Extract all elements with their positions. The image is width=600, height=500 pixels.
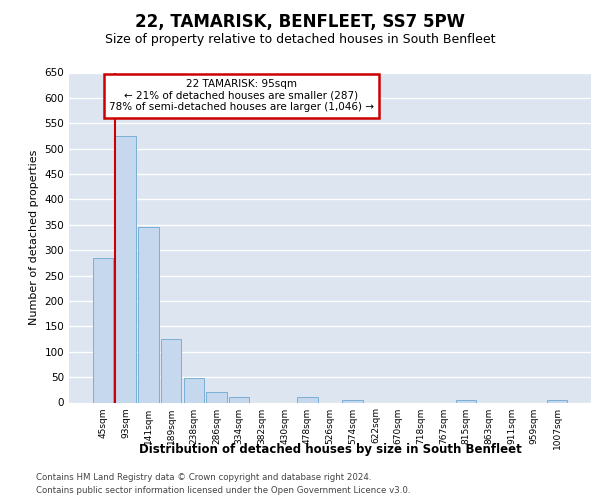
Text: Size of property relative to detached houses in South Benfleet: Size of property relative to detached ho…	[105, 32, 495, 46]
Bar	[343, 400, 363, 402]
Text: Contains public sector information licensed under the Open Government Licence v3: Contains public sector information licen…	[36, 486, 410, 495]
Bar	[115, 136, 136, 402]
Bar	[297, 398, 317, 402]
Bar	[184, 378, 204, 402]
Bar	[161, 339, 181, 402]
Bar	[138, 228, 158, 402]
Bar	[93, 258, 113, 402]
Bar	[456, 400, 476, 402]
Bar	[206, 392, 227, 402]
Bar	[547, 400, 567, 402]
Text: 22, TAMARISK, BENFLEET, SS7 5PW: 22, TAMARISK, BENFLEET, SS7 5PW	[135, 12, 465, 30]
Y-axis label: Number of detached properties: Number of detached properties	[29, 150, 39, 325]
Text: 22 TAMARISK: 95sqm
← 21% of detached houses are smaller (287)
78% of semi-detach: 22 TAMARISK: 95sqm ← 21% of detached hou…	[109, 79, 374, 112]
Bar	[229, 398, 250, 402]
Text: Distribution of detached houses by size in South Benfleet: Distribution of detached houses by size …	[139, 442, 521, 456]
Text: Contains HM Land Registry data © Crown copyright and database right 2024.: Contains HM Land Registry data © Crown c…	[36, 472, 371, 482]
